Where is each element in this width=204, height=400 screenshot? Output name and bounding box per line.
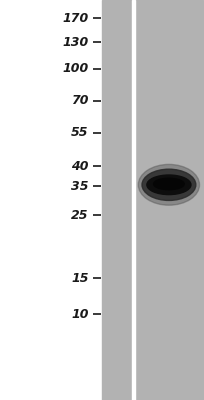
Text: 35: 35 <box>71 180 89 192</box>
Text: 170: 170 <box>62 12 89 24</box>
Ellipse shape <box>154 178 184 190</box>
Bar <box>132 0 135 400</box>
Text: 55: 55 <box>71 126 89 139</box>
Bar <box>135 0 203 400</box>
Text: 40: 40 <box>71 160 89 172</box>
Text: 70: 70 <box>71 94 89 107</box>
Text: 100: 100 <box>62 62 89 75</box>
Text: 25: 25 <box>71 209 89 222</box>
Text: 15: 15 <box>71 272 89 284</box>
Bar <box>102 0 132 400</box>
Text: 130: 130 <box>62 36 89 48</box>
Text: 10: 10 <box>71 308 89 320</box>
Ellipse shape <box>138 164 200 205</box>
Ellipse shape <box>142 169 196 200</box>
Ellipse shape <box>147 175 191 194</box>
